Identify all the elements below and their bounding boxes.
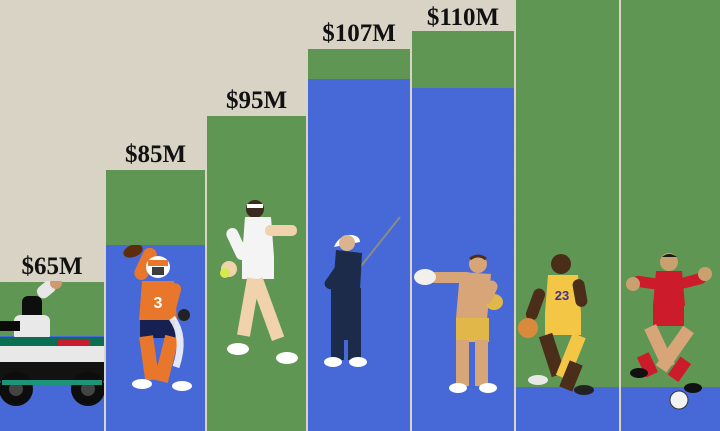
svg-text:3: 3: [154, 295, 163, 312]
svg-text:23: 23: [555, 288, 569, 303]
